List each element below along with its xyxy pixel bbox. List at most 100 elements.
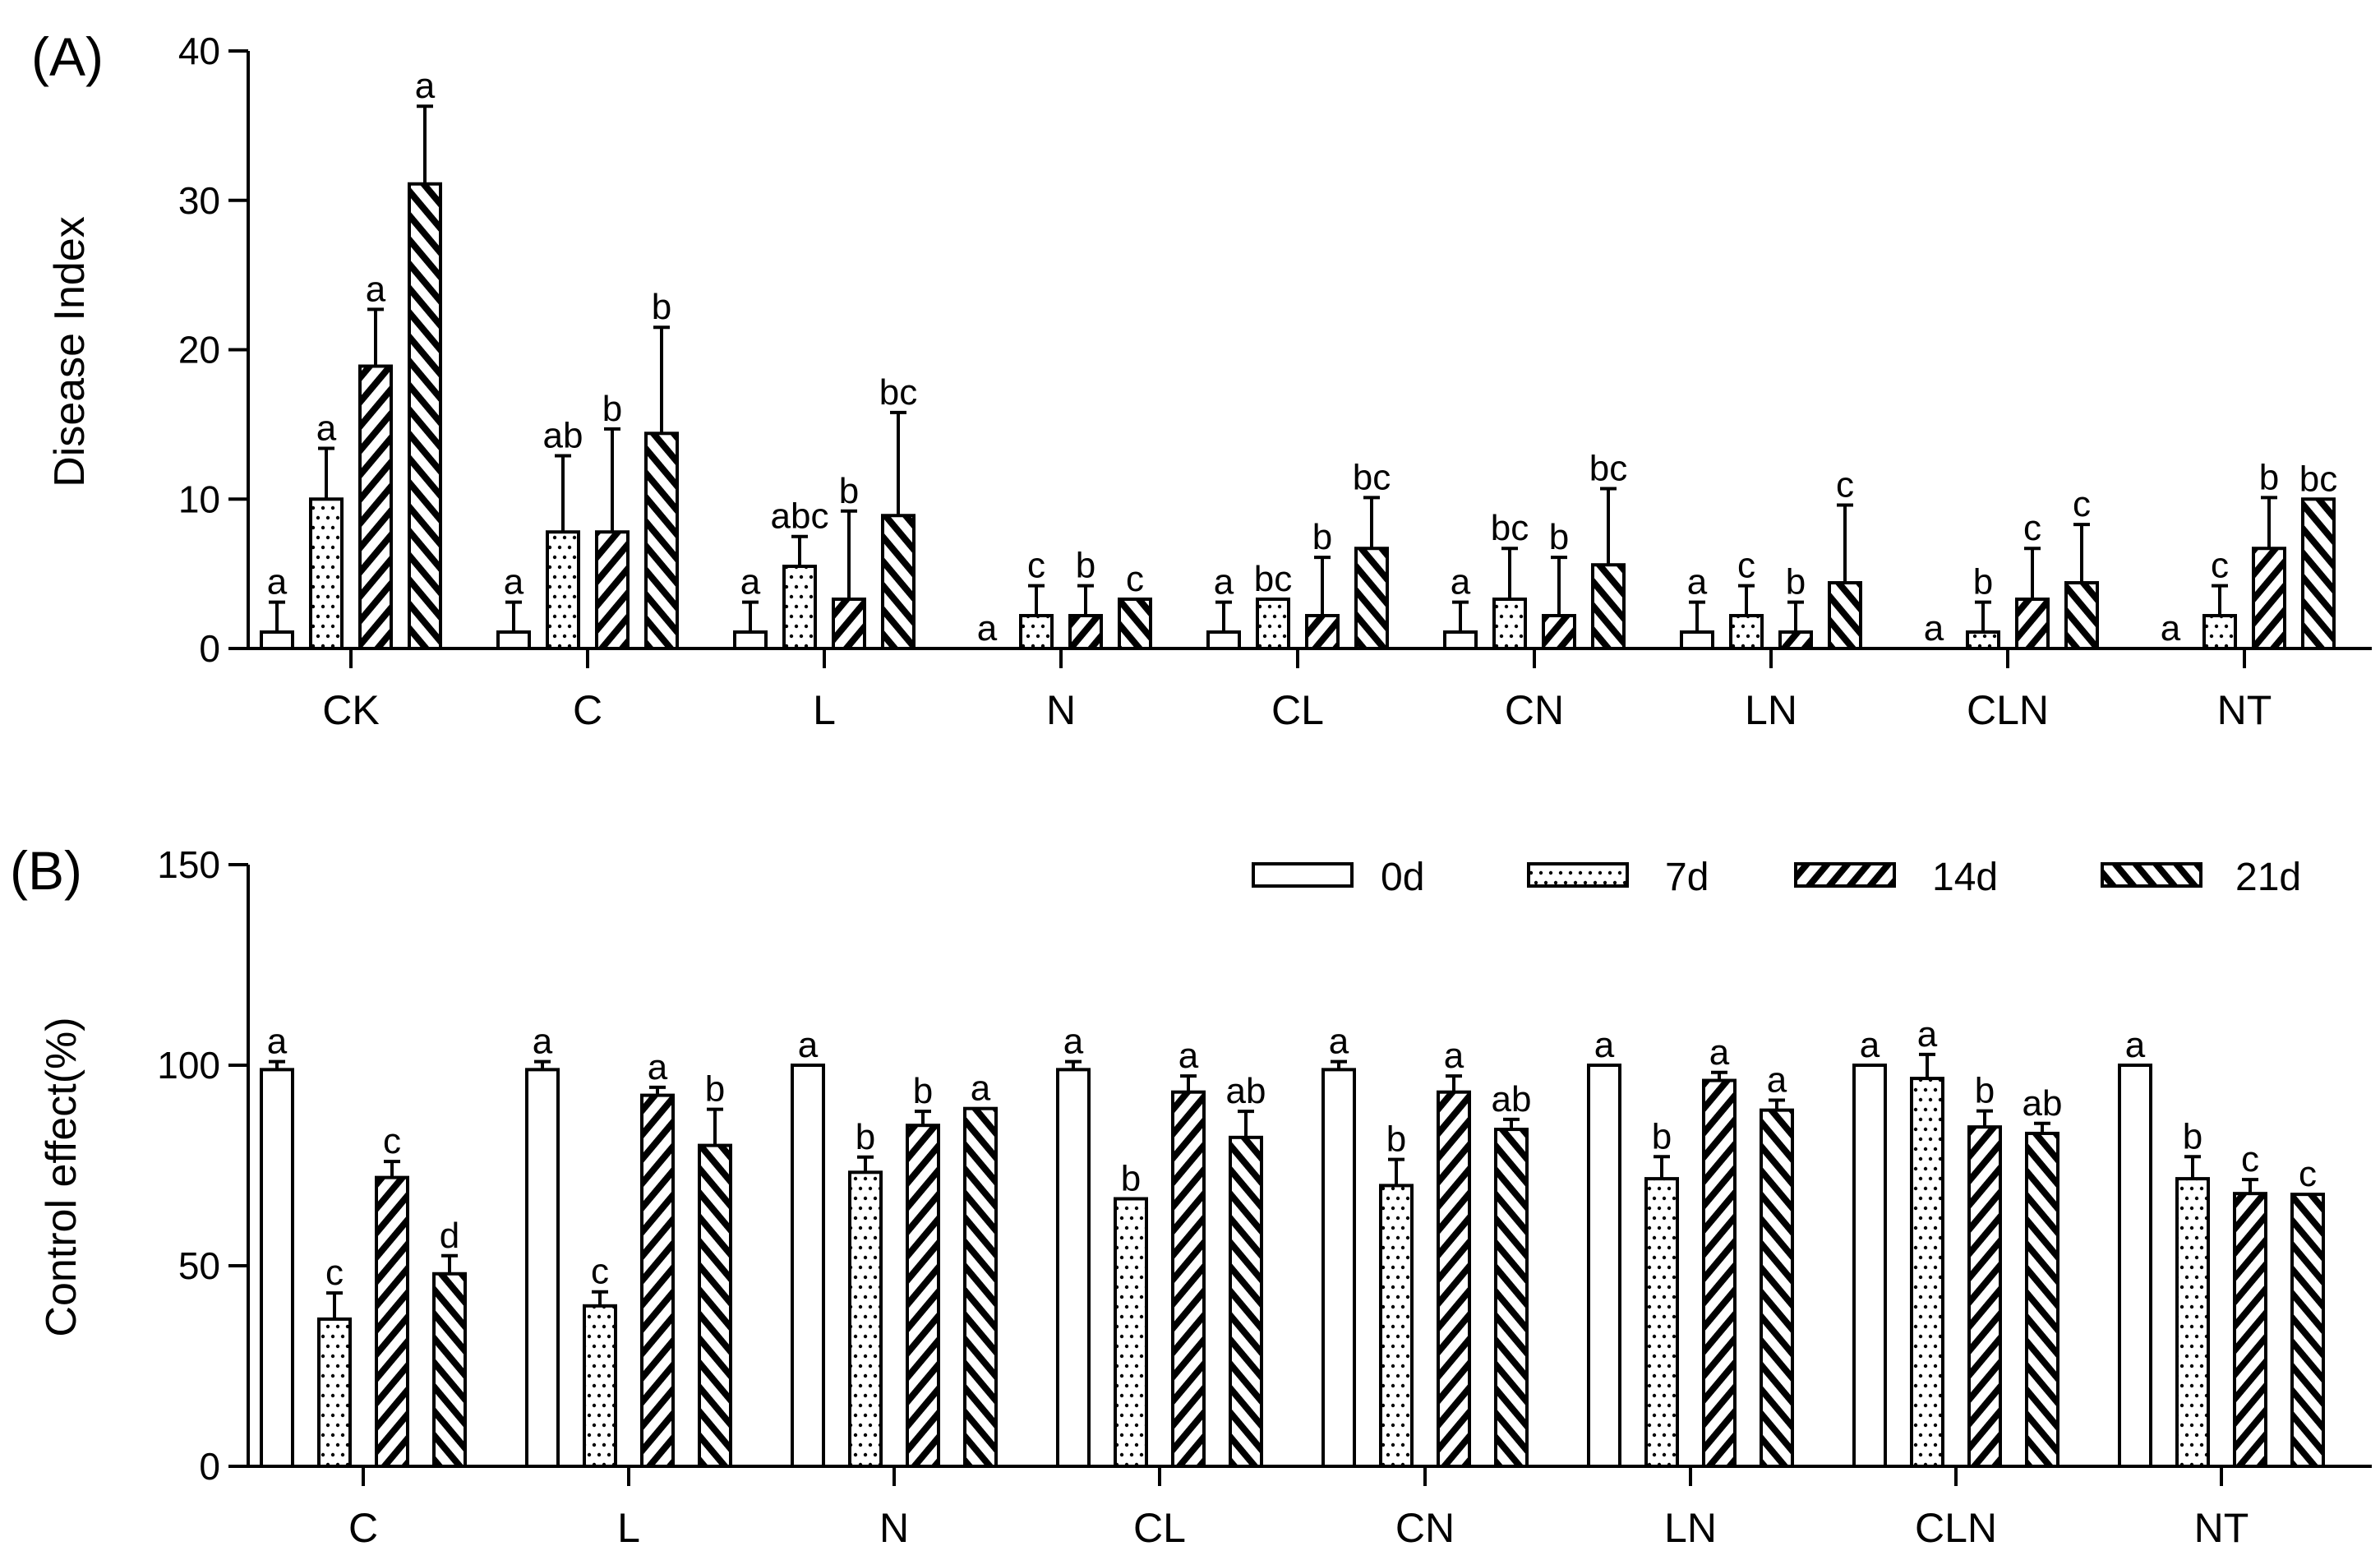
panel-a-bar-7d — [1492, 598, 1527, 651]
panel-b-y-tick-label: 0 — [199, 1445, 220, 1488]
panel-b-chart: (B) Control effect(%) 050100150CaccdLaca… — [10, 840, 2372, 1551]
panel-b-significance-label: c — [2241, 1139, 2259, 1179]
panel-a-category-label: CN — [1505, 687, 1564, 733]
panel-b-bar-7d — [1114, 1197, 1148, 1469]
panel-a-significance-label: c — [2211, 546, 2229, 586]
panel-b-bar-7d — [317, 1317, 352, 1469]
panel-a-significance-label: a — [267, 562, 288, 602]
panel-b-significance-label: b — [856, 1117, 875, 1157]
panel-b-significance-label: a — [1917, 1014, 1938, 1055]
panel-a-significance-label: c — [2023, 508, 2041, 548]
panel-b-category-label: LN — [1664, 1505, 1717, 1551]
panel-a-bar-7d — [782, 565, 817, 650]
panel-b-significance-label: ab — [2023, 1083, 2063, 1124]
panel-a-significance-label: bc — [1491, 508, 1529, 548]
panel-a-bar-0d — [1680, 630, 1714, 651]
panel-b-significance-label: d — [440, 1216, 459, 1256]
panel-b-bar-14d — [375, 1175, 409, 1468]
panel-b-bar-7d — [1910, 1077, 1944, 1468]
panel-a-significance-label: bc — [1589, 449, 1627, 489]
panel-b-significance-label: a — [267, 1022, 288, 1062]
panel-a-significance-label: a — [504, 562, 524, 602]
panel-a-bar-14d — [1068, 614, 1103, 651]
panel-a-category-label: CL — [1271, 687, 1324, 733]
legend-item-14d: 14d — [1794, 856, 1998, 899]
panel-a-significance-label: a — [1451, 562, 1471, 602]
panel-a-category-label: L — [813, 687, 836, 733]
panel-a-bar-14d — [1542, 614, 1576, 651]
panel-a-y-tick-label: 20 — [178, 329, 220, 372]
panel-b-bar-0d — [1321, 1068, 1356, 1469]
panel-a-significance-label: a — [316, 408, 337, 448]
panel-b-bar-14d — [2233, 1192, 2267, 1469]
panel-a-category-label: N — [1046, 687, 1076, 733]
legend-label-21d: 21d — [2235, 856, 2301, 899]
panel-a-significance-label: abc — [771, 496, 829, 537]
panel-a-bar-21d — [1828, 581, 1862, 651]
panel-a-significance-label: a — [1214, 562, 1234, 602]
panel-b-category-label: CN — [1395, 1505, 1455, 1551]
panel-a-category-label: CK — [322, 687, 379, 733]
panel-a-significance-label: c — [1737, 546, 1755, 586]
panel-b-bar-14d — [1437, 1090, 1471, 1469]
panel-b-significance-label: b — [1386, 1119, 1406, 1160]
panel-a-bar-0d — [1206, 630, 1241, 651]
legend-swatch-14d — [1794, 862, 1896, 888]
panel-a-significance-label: a — [366, 269, 386, 309]
panel-a-significance-label: a — [1687, 562, 1708, 602]
panel-b-significance-label: a — [798, 1025, 819, 1065]
panel-a-bar-14d — [595, 530, 630, 650]
panel-b-bar-7d — [583, 1304, 617, 1469]
panel-b-bar-21d — [432, 1272, 467, 1469]
panel-b-bar-0d — [260, 1068, 294, 1469]
panel-a-significance-label: c — [1126, 559, 1144, 599]
panel-b-bar-21d — [698, 1143, 732, 1468]
panel-b-y-tick-label: 50 — [178, 1244, 220, 1287]
panel-a-significance-label: b — [839, 471, 859, 511]
panel-b-significance-label: b — [913, 1071, 933, 1111]
panel-a-bar-14d — [358, 364, 393, 650]
panel-b-y-axis-title: Control effect(%) — [38, 1017, 85, 1336]
legend-label-14d: 14d — [1932, 856, 1998, 899]
panel-a-bar-0d — [733, 630, 768, 651]
panel-b-significance-label: b — [1121, 1159, 1141, 1199]
panel-b-category-label: CLN — [1915, 1505, 1997, 1551]
panel-a-bar-21d — [644, 432, 679, 651]
panel-b-category-label: L — [617, 1505, 640, 1551]
panel-a-y-axis-title: Disease Index — [46, 216, 94, 487]
panel-b-bar-21d — [1760, 1108, 1794, 1468]
panel-a-y-tick-label: 0 — [199, 627, 220, 670]
panel-b-significance-label: b — [1652, 1116, 1672, 1156]
panel-b-significance-label: a — [1709, 1032, 1730, 1073]
legend-swatch-0d — [1252, 862, 1354, 888]
panel-b-category-label: NT — [2194, 1505, 2249, 1551]
panel-b-bar-21d — [2025, 1131, 2059, 1468]
panel-b-bar-14d — [1702, 1078, 1737, 1468]
panel-b-bar-21d — [963, 1106, 998, 1468]
panel-a-significance-label: c — [2073, 484, 2091, 524]
panel-b-category-label: N — [879, 1505, 909, 1551]
panel-b-bar-21d — [1229, 1135, 1263, 1468]
panel-a-significance-label: b — [2259, 457, 2279, 497]
panel-a-bar-0d — [496, 630, 531, 651]
panel-b-bar-21d — [1494, 1128, 1529, 1468]
legend-label-0d: 0d — [1381, 856, 1424, 899]
panel-a-bar-21d — [408, 182, 442, 650]
panel-b-bar-7d — [2175, 1177, 2210, 1468]
panel-b-significance-label: b — [2183, 1116, 2202, 1156]
panel-b-significance-label: a — [1329, 1022, 1349, 1062]
panel-b-significance-label: c — [383, 1121, 401, 1161]
panel-a-significance-label: b — [602, 389, 622, 429]
panel-b-bar-7d — [848, 1170, 883, 1469]
panel-a-y-tick-label: 10 — [178, 478, 220, 520]
panel-b-category-label: CL — [1133, 1505, 1186, 1551]
panel-a-bar-7d — [2202, 614, 2237, 651]
panel-a-bar-14d — [2015, 598, 2050, 651]
panel-b-significance-label: a — [648, 1047, 668, 1087]
legend-swatch-21d — [2101, 862, 2202, 888]
panel-b-significance-label: ab — [1492, 1079, 1532, 1119]
panel-a-bar-14d — [832, 598, 866, 651]
legend: 0d 7d 14d 21d — [1252, 856, 2301, 899]
panel-a-significance-label: b — [1549, 517, 1569, 557]
panel-b-bar-14d — [1967, 1125, 2002, 1468]
